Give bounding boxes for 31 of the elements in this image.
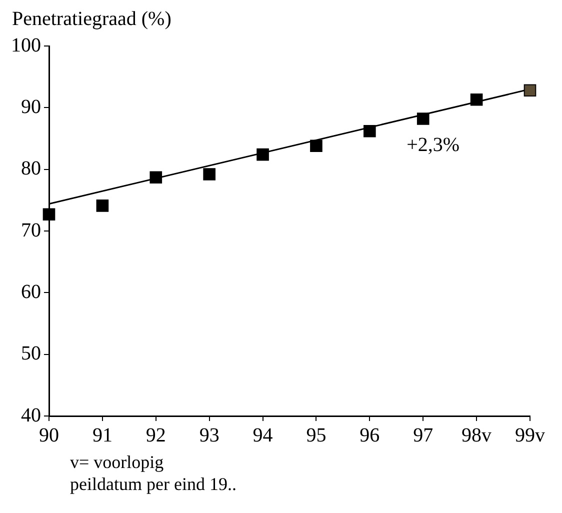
point [416,112,430,125]
x-tick-label: 92 [146,424,166,446]
x-tick-label: 93 [199,424,220,446]
point [310,140,322,152]
point [203,168,216,180]
y-tick-label: 80 [21,158,41,180]
point [96,200,109,212]
x-tick-label: 95 [306,424,326,446]
x-tick-label: 96 [360,424,380,446]
y-tick-label: 70 [21,219,41,242]
point [256,148,269,161]
point [150,171,162,184]
x-tick-label: 98v [462,424,492,446]
x-tick-label: 97 [413,424,434,446]
point [524,84,536,97]
y-axis-title: Penetratiegraad (%) [12,8,172,31]
y-tick-label: 40 [21,404,41,426]
point [42,208,56,221]
x-tick-label: 91 [92,424,112,446]
y-tick-label: 50 [21,342,41,365]
y-tick-label: 100 [11,34,41,56]
x-tick-label: 90 [39,424,59,446]
point [364,124,376,138]
y-tick-label: 90 [21,96,41,118]
x-tick-label: 99v [515,424,545,446]
point [470,93,483,106]
x-tick-label: 94 [252,424,273,446]
y-tick-label: 60 [21,280,41,303]
text: v= voorlopig [70,451,165,473]
text: peildatum per eind 19.. [70,473,238,495]
annotation: +2,3% [406,134,460,156]
